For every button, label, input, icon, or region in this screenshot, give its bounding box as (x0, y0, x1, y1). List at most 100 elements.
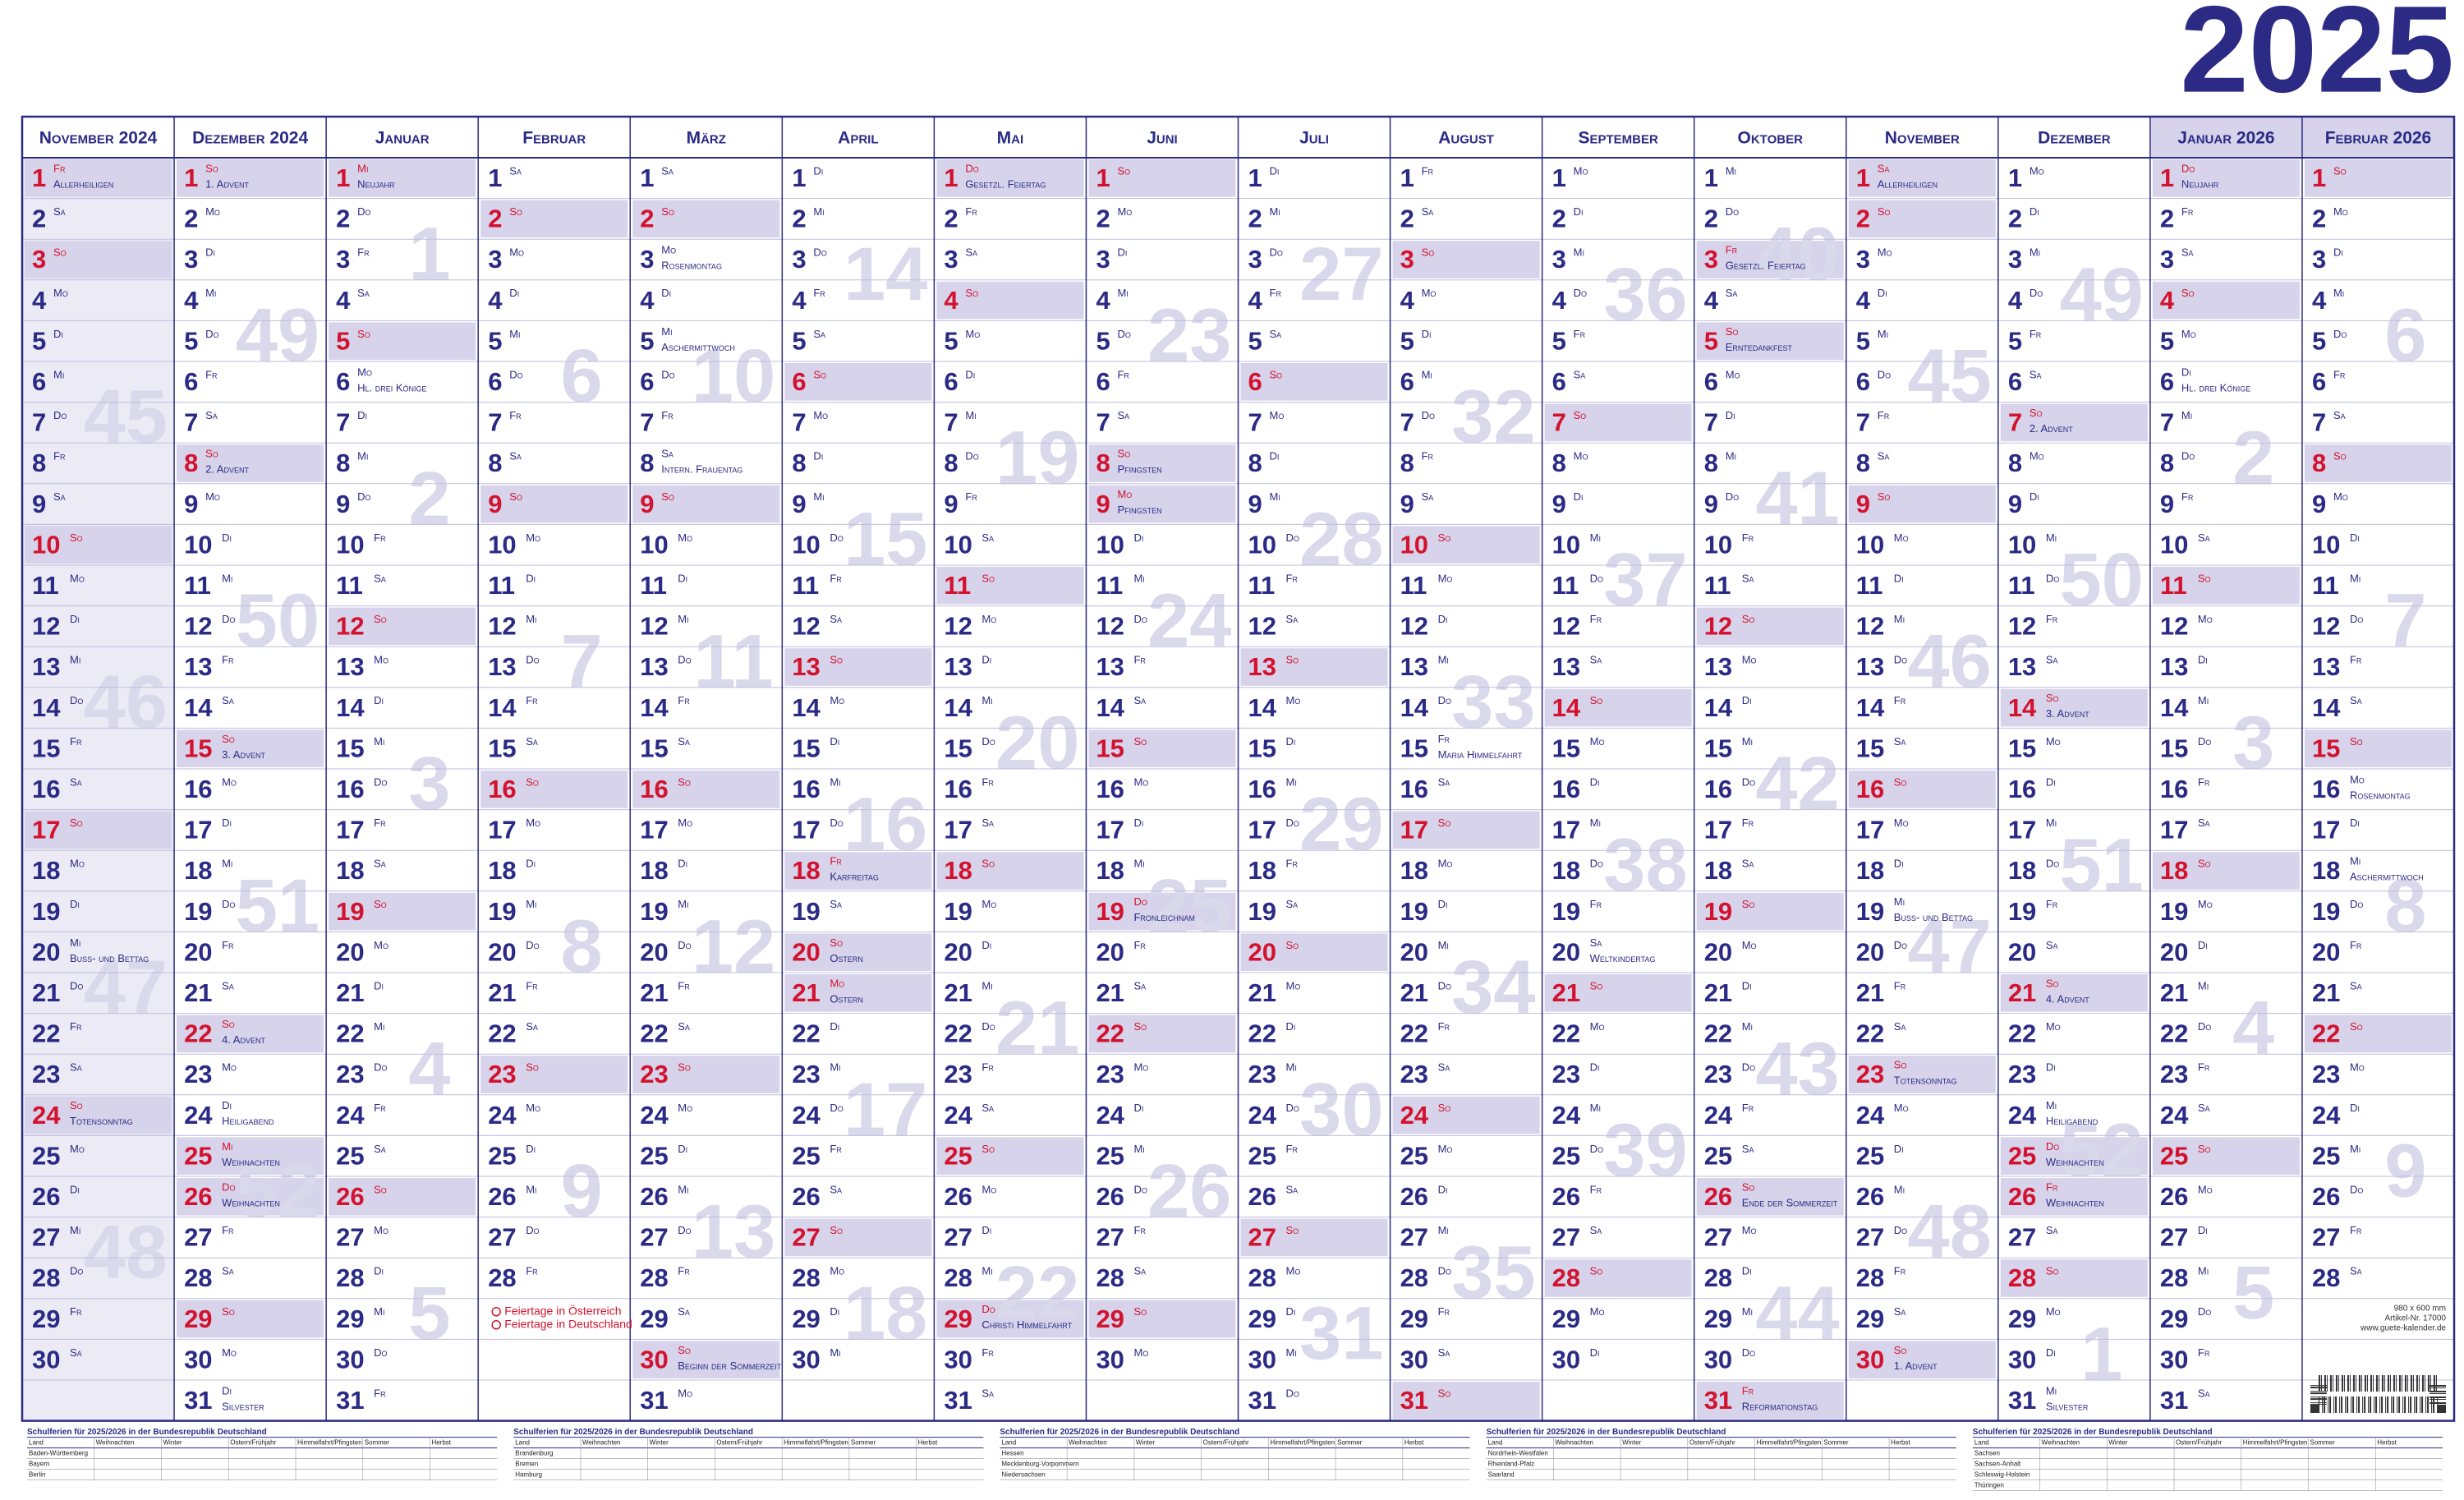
day-number: 1 (2008, 163, 2022, 192)
weekday: So (2046, 1265, 2059, 1277)
weekday: Di (374, 694, 384, 706)
weekday: Di (981, 654, 991, 666)
day-note: Weihnachten (222, 1196, 280, 1208)
table-column: Winter (1622, 1439, 1641, 1447)
day-number: 12 (1248, 612, 1276, 641)
day-number: 6 (184, 367, 198, 396)
weekday: Do (222, 898, 235, 910)
weekday: Mo (965, 328, 980, 340)
day-number: 13 (2008, 652, 2036, 681)
weekday: Mi (53, 368, 64, 380)
day-number: 8 (2160, 449, 2174, 477)
day-note: Christi Himmelfahrt (981, 1318, 1072, 1331)
day-number: 30 (32, 1345, 60, 1373)
day-number: 19 (1552, 897, 1580, 926)
day-number: 10 (1704, 530, 1732, 559)
day-shade (25, 526, 172, 564)
day-number: 20 (1704, 937, 1732, 966)
day-note: Aschermittwoch (661, 341, 735, 353)
day-number: 25 (1552, 1141, 1580, 1170)
day-number: 30 (336, 1345, 364, 1373)
day-number: 18 (1400, 856, 1428, 885)
weekday: So (222, 733, 235, 745)
weekday: Sa (2350, 1265, 2362, 1277)
day-number: 19 (32, 897, 60, 926)
day-number: 24 (2008, 1101, 2037, 1130)
weekday: Do (509, 368, 522, 380)
week-number: 49 (2059, 253, 2143, 337)
day-number: 7 (2160, 408, 2174, 437)
day-number: 31 (2008, 1386, 2036, 1415)
day-number: 12 (184, 612, 212, 641)
weekday: Fr (205, 368, 218, 380)
weekday: Di (1133, 531, 1143, 544)
day-number: 28 (1856, 1263, 1884, 1292)
weekday: Fr (1422, 164, 1434, 177)
weekday: Di (1742, 694, 1752, 706)
weekday: So (2046, 977, 2059, 989)
weekday: Fr (1894, 1265, 1906, 1277)
weekday: So (661, 205, 674, 218)
day-number: 30 (1552, 1345, 1580, 1373)
day-number: 18 (1248, 856, 1276, 885)
day-number: 21 (1400, 978, 1428, 1007)
day-number: 2 (1096, 205, 1110, 233)
day-number: 9 (1400, 490, 1414, 518)
weekday: Mo (2046, 1020, 2061, 1033)
day-number: 10 (944, 530, 972, 559)
day-number: 16 (336, 775, 364, 803)
weekday: Mo (1438, 1143, 1453, 1155)
day-number: 20 (2008, 937, 2036, 966)
weekday: Mo (53, 287, 68, 299)
weekday: Di (965, 368, 975, 380)
weekday: Mo (1590, 735, 1605, 748)
weekday: Do (1726, 205, 1739, 218)
weekday: Fr (965, 490, 977, 503)
weekday: Di (70, 898, 80, 910)
table-column: Herbst (1891, 1439, 1910, 1447)
day-shade (480, 485, 628, 523)
day-shade (2000, 1178, 2148, 1216)
day-number: 15 (32, 734, 60, 762)
day-shade (2304, 729, 2452, 767)
weekday: Fr (1894, 694, 1906, 706)
week-number: 22 (995, 1251, 1079, 1335)
day-number: 17 (1552, 816, 1580, 844)
day-number: 13 (1552, 652, 1580, 681)
weekday: So (1878, 490, 1891, 503)
weekday: So (374, 613, 387, 625)
day-number: 25 (1400, 1141, 1428, 1170)
weekday: Fr (526, 1265, 538, 1277)
day-shade (177, 1015, 324, 1053)
table-column: Weihnachten (1069, 1439, 1107, 1447)
weekday: Fr (374, 1387, 386, 1399)
day-number: 24 (1096, 1101, 1124, 1130)
day-number: 2 (2008, 205, 2022, 233)
day-number: 27 (1096, 1223, 1124, 1252)
weekday: Di (1270, 164, 1280, 177)
weekday: Do (1438, 694, 1451, 706)
weekday: Sa (2181, 246, 2194, 259)
weekday: Mi (1422, 368, 1432, 380)
day-number: 19 (944, 897, 972, 926)
day-number: 17 (1856, 816, 1884, 844)
weekday: Di (1286, 1020, 1296, 1033)
weekday: Mo (2350, 773, 2365, 785)
day-number: 27 (1552, 1223, 1580, 1252)
day-number: 21 (1552, 978, 1580, 1007)
weekday: Sa (981, 531, 994, 544)
week-number: 15 (844, 497, 927, 581)
weekday: Mo (2333, 205, 2348, 218)
weekday: Mi (1286, 1061, 1297, 1074)
weekday: So (678, 775, 691, 788)
day-number: 10 (336, 530, 364, 559)
day-shade (632, 485, 780, 523)
weekday: Sa (1438, 1346, 1450, 1359)
weekday: Sa (2198, 1102, 2210, 1114)
table-column: Land (1488, 1439, 1503, 1447)
weekday: Mo (509, 246, 524, 259)
day-note: 2. Advent (2030, 422, 2073, 435)
weekday: Do (1286, 1102, 1299, 1114)
weekday: Di (1286, 1305, 1296, 1318)
month-background (22, 158, 175, 1421)
